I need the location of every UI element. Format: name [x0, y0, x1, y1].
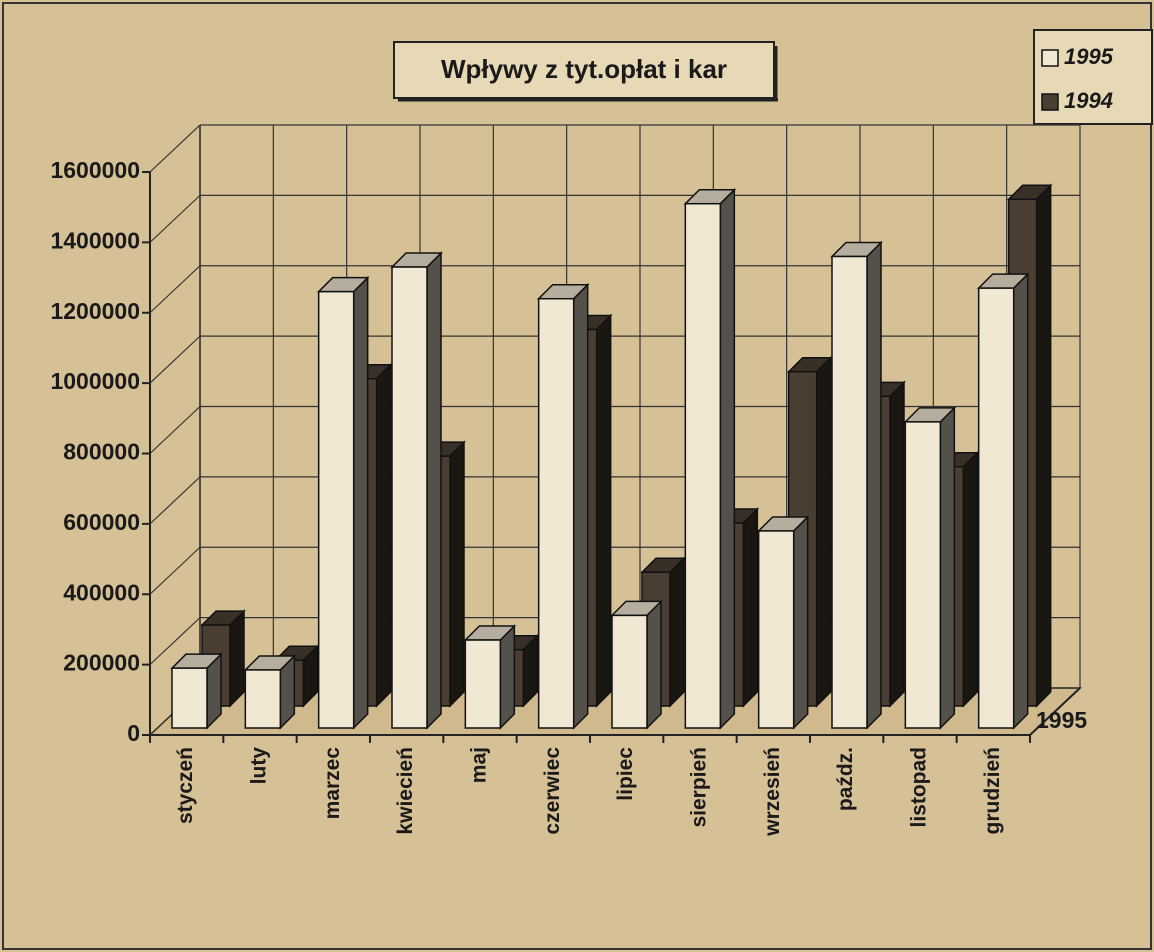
- bar-side: [229, 609, 245, 708]
- chart-title: Wpływy z tyt.opłat i kar: [441, 54, 727, 84]
- x-tick-label: styczeń: [174, 747, 197, 824]
- x-tick-label: maj: [468, 747, 491, 783]
- grid-line: [149, 335, 201, 384]
- bar-side: [815, 355, 832, 708]
- legend-swatch: [1041, 49, 1059, 67]
- grid-line: [149, 546, 201, 595]
- bar: [464, 639, 502, 729]
- bar: [904, 421, 942, 729]
- x-tick-label: marzec: [321, 747, 344, 820]
- bar: [317, 290, 355, 729]
- x-tick-label: listopad: [908, 747, 931, 828]
- bar-side: [426, 251, 442, 730]
- bar-side: [792, 515, 809, 730]
- bar: [757, 530, 795, 729]
- grid-line: [149, 406, 201, 454]
- x-tick-label: grudzień: [981, 747, 1004, 835]
- x-tick-label: luty: [248, 747, 271, 785]
- legend-label: 1994: [1064, 88, 1113, 113]
- y-tick-label: 1000000: [50, 368, 140, 394]
- y-tick-label: 1200000: [50, 298, 140, 324]
- bar: [171, 667, 208, 729]
- bar: [391, 266, 428, 729]
- y-tick-label: 1400000: [50, 227, 140, 253]
- x-tick-label: kwiecień: [394, 747, 417, 835]
- grid-line: [149, 124, 201, 173]
- bar-side: [449, 440, 465, 708]
- grid-line: [149, 265, 201, 314]
- title-box: [393, 41, 775, 99]
- bar-side: [866, 240, 882, 730]
- y-tick-label: 800000: [63, 439, 140, 465]
- bar-side: [375, 362, 392, 708]
- bar: [831, 255, 868, 729]
- depth-tick-label: 1995: [1036, 707, 1087, 733]
- bar-side: [572, 282, 589, 730]
- bar-side: [889, 380, 905, 708]
- bar-side: [1012, 272, 1029, 730]
- x-tick-label: wrzesień: [761, 747, 784, 837]
- y-tick-label: 600000: [63, 509, 140, 535]
- bar-side: [669, 556, 685, 708]
- legend-label: 1995: [1064, 44, 1114, 69]
- bar-side: [499, 624, 516, 730]
- bar-side: [1035, 183, 1052, 708]
- bar-side: [595, 313, 612, 708]
- legend-swatch: [1041, 93, 1059, 111]
- bar-side: [939, 406, 956, 730]
- grid-line: [149, 194, 201, 243]
- bar-side: [646, 599, 662, 730]
- bar: [244, 669, 282, 729]
- bar: [977, 287, 1015, 729]
- depth-axis: [1029, 687, 1081, 736]
- y-tick-label: 200000: [63, 650, 140, 676]
- x-tick-label: paźdz.: [834, 747, 857, 811]
- bar: [684, 202, 722, 729]
- y-tick-label: 400000: [63, 579, 140, 605]
- grid-line: [149, 476, 201, 525]
- x-tick-label: sierpień: [688, 747, 711, 828]
- x-tick-label: lipiec: [614, 747, 637, 801]
- bar-side: [742, 507, 759, 708]
- x-tick-label: czerwiec: [541, 747, 564, 835]
- grid-line: [149, 617, 201, 666]
- y-tick-label: 1600000: [50, 157, 140, 183]
- bar-side: [719, 187, 736, 730]
- bar-side: [352, 275, 369, 730]
- bar: [611, 614, 648, 729]
- bar: [537, 297, 575, 729]
- y-tick-label: 0: [127, 720, 140, 746]
- bar-side: [962, 450, 979, 708]
